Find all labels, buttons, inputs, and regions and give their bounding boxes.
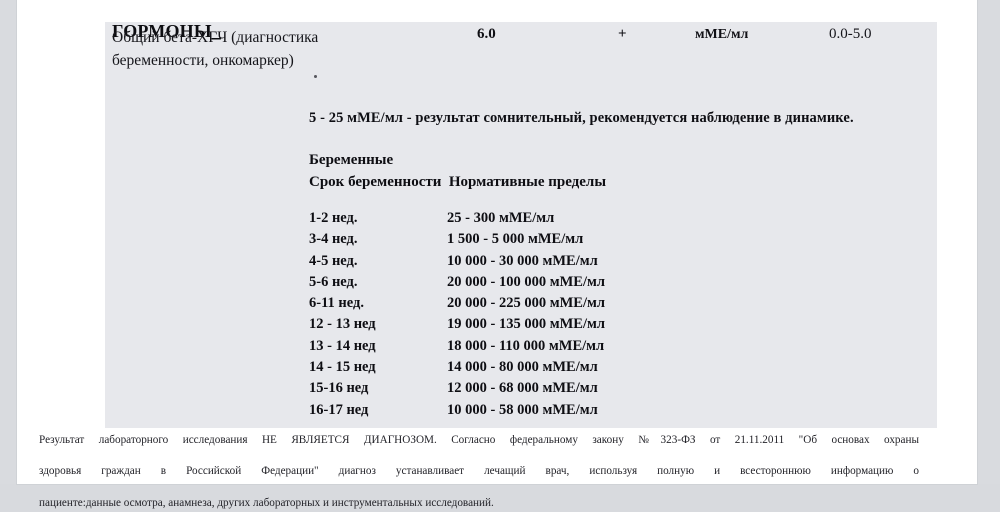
pregnancy-column-headers: Срок беременности Нормативные пределы bbox=[309, 174, 607, 190]
row-term: 13 - 14 нед bbox=[309, 337, 376, 354]
analyte-units: мМЕ/мл bbox=[695, 27, 749, 42]
row-range: 10 000 - 30 000 мМЕ/мл bbox=[447, 252, 598, 269]
row-term: 4-5 нед. bbox=[309, 252, 358, 269]
row-range: 10 000 - 58 000 мМЕ/мл bbox=[447, 401, 598, 418]
footer-line-3: пациенте:данные осмотра, анамнеза, други… bbox=[39, 496, 494, 509]
table-row: 12 - 13 нед 19 000 - 135 000 мМЕ/мл bbox=[309, 316, 909, 337]
table-row: 14 - 15 нед 14 000 - 80 000 мМЕ/мл bbox=[309, 359, 909, 380]
row-term: 15-16 нед bbox=[309, 380, 369, 397]
table-row: 16-17 нед 10 000 - 58 000 мМЕ/мл bbox=[309, 402, 909, 423]
page-margin-right bbox=[977, 0, 1000, 484]
row-range: 20 000 - 225 000 мМЕ/мл bbox=[447, 295, 605, 312]
table-row: 3-4 нед. 1 500 - 5 000 мМЕ/мл bbox=[309, 231, 909, 252]
row-range: 18 000 - 110 000 мМЕ/мл bbox=[447, 337, 605, 354]
result-shaded-block: ГОРМОНЫ_ Общий бета-ХГЧ (диагностика бер… bbox=[105, 21, 937, 428]
row-range: 19 000 - 135 000 мМЕ/мл bbox=[447, 316, 605, 333]
row-range: 12 000 - 68 000 мМЕ/мл bbox=[447, 380, 598, 397]
analyte-reference-range: 0.0-5.0 bbox=[829, 26, 872, 42]
table-row: 4-5 нед. 10 000 - 30 000 мМЕ/мл bbox=[309, 253, 909, 274]
analyte-value: 6.0 bbox=[477, 26, 496, 42]
table-row: 6-11 нед. 20 000 - 225 000 мМЕ/мл bbox=[309, 295, 909, 316]
row-range: 20 000 - 100 000 мМЕ/мл bbox=[447, 273, 605, 290]
document-page: ГОРМОНЫ_ Общий бета-ХГЧ (диагностика бер… bbox=[17, 0, 977, 509]
analyte-abnormal-flag: + bbox=[618, 26, 627, 42]
row-term: 6-11 нед. bbox=[309, 295, 364, 312]
interpretive-note: 5 - 25 мМЕ/мл - результат сомнительный, … bbox=[309, 110, 854, 126]
stray-ink-dot bbox=[314, 75, 317, 78]
row-term: 3-4 нед. bbox=[309, 231, 358, 248]
section-heading-label: ГОРМОНЫ bbox=[112, 21, 212, 41]
pregnancy-reference-table: 1-2 нед. 25 - 300 мМЕ/мл 3-4 нед. 1 500 - … bbox=[309, 210, 909, 423]
footer-line-2: здоровья граждан в Российской Федерации"… bbox=[39, 465, 919, 478]
row-term: 14 - 15 нед bbox=[309, 359, 376, 376]
row-term: 5-6 нед. bbox=[309, 273, 358, 290]
table-row: 15-16 нед 12 000 - 68 000 мМЕ/мл bbox=[309, 380, 909, 401]
table-row: 1-2 нед. 25 - 300 мМЕ/мл bbox=[309, 210, 909, 231]
row-term: 12 - 13 нед bbox=[309, 316, 376, 333]
row-range: 25 - 300 мМЕ/мл bbox=[447, 210, 555, 226]
row-term: 16-17 нед bbox=[309, 401, 369, 418]
pregnancy-group-label: Беременные bbox=[309, 152, 394, 168]
table-row: 13 - 14 нед 18 000 - 110 000 мМЕ/мл bbox=[309, 338, 909, 359]
footer-line-1: Результат лабораторного исследования НЕ … bbox=[39, 434, 919, 446]
footer-disclaimer: Результат лабораторного исследования НЕ … bbox=[39, 433, 919, 512]
row-term: 1-2 нед. bbox=[309, 210, 358, 226]
row-range: 14 000 - 80 000 мМЕ/мл bbox=[447, 359, 598, 376]
analyte-name: Общий бета-ХГЧ (диагностика беременности… bbox=[112, 29, 319, 69]
analyte-row: Общий бета-ХГЧ (диагностика беременности… bbox=[105, 26, 937, 76]
page-margin-left bbox=[0, 0, 17, 484]
table-row: 5-6 нед. 20 000 - 100 000 мМЕ/мл bbox=[309, 274, 909, 295]
section-heading-underscore: _ bbox=[211, 21, 221, 41]
row-range: 1 500 - 5 000 мМЕ/мл bbox=[447, 231, 584, 248]
section-heading: ГОРМОНЫ_ bbox=[112, 21, 221, 42]
